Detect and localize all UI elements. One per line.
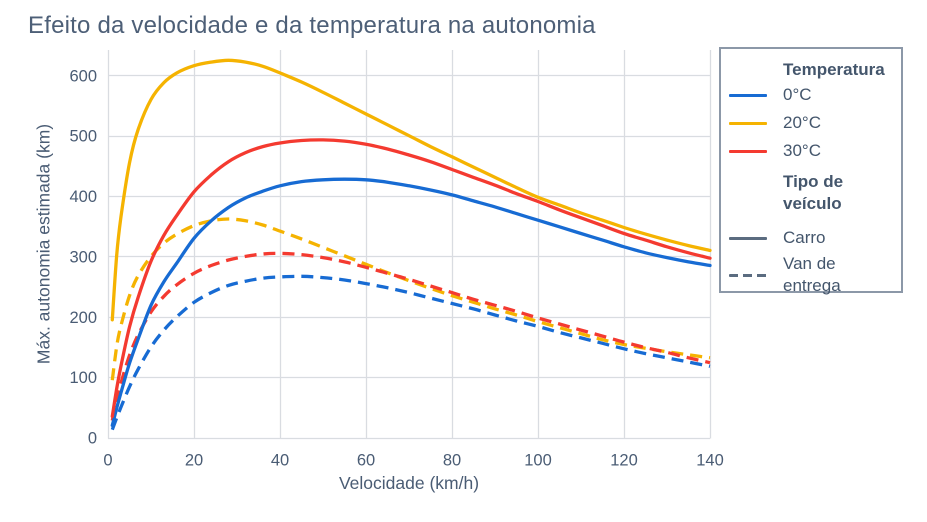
legend-item-label: Carro [783,228,826,247]
x-tick-label: 100 [524,452,552,470]
series-line-van-0c [110,274,711,431]
x-tick-label: 120 [610,452,638,470]
y-tick-label: 600 [69,67,97,85]
legend-title-temperature: Temperatura [783,60,885,79]
legend-item-label: 0°C [783,85,812,104]
legend-item-label: 30°C [783,141,821,160]
legend-item-vehicle-carro[interactable]: Carro [729,223,891,253]
series-line-van-30c [110,251,711,421]
series-line-carro-0c [110,177,712,428]
y-tick-label: 100 [69,369,97,387]
x-tick-label: 20 [185,452,203,470]
legend-item-label: 20°C [783,113,821,132]
x-tick-label: 80 [443,452,461,470]
y-tick-label: 400 [69,188,97,206]
legend-swatch-van-dashed-line [729,273,767,277]
y-tick-label: 200 [69,309,97,327]
legend-item-temp-0c[interactable]: 0°C [729,81,891,109]
legend-item-vehicle-van[interactable]: Van de entrega [729,253,891,297]
legend-item-temp-30c[interactable]: 30°C [729,137,891,165]
legend-swatch-0c-line [729,93,767,97]
legend-item-temp-20c[interactable]: 20°C [729,109,891,137]
x-axis-title: Velocidade (km/h) [338,473,480,493]
x-tick-label: 0 [103,452,112,470]
legend-item-label: Van de entrega [783,254,841,295]
legend-title-vehicle-type: Tipo de veículo [783,172,844,213]
legend: Temperatura 0°C 20°C 30°C Tipo de veícul… [719,47,903,295]
legend-swatch-20c-line [729,121,767,125]
legend-swatch-carro-solid-line [729,236,767,240]
y-axis-title: Máx. autonomia estimada (km) [33,123,54,365]
series-line-carro-30c [110,138,712,419]
series-line-carro-20c [110,58,712,322]
x-tick-label: 140 [696,452,724,470]
page-title: Efeito da velocidade e da temperatura na… [28,12,596,39]
y-tick-label: 500 [69,128,97,146]
x-tick-label: 60 [357,452,375,470]
series-line-van-20c [110,217,711,381]
legend-swatch-30c-line [729,149,767,153]
y-tick-label: 300 [69,248,97,266]
y-tick-label: 0 [88,430,97,448]
x-tick-label: 40 [271,452,289,470]
